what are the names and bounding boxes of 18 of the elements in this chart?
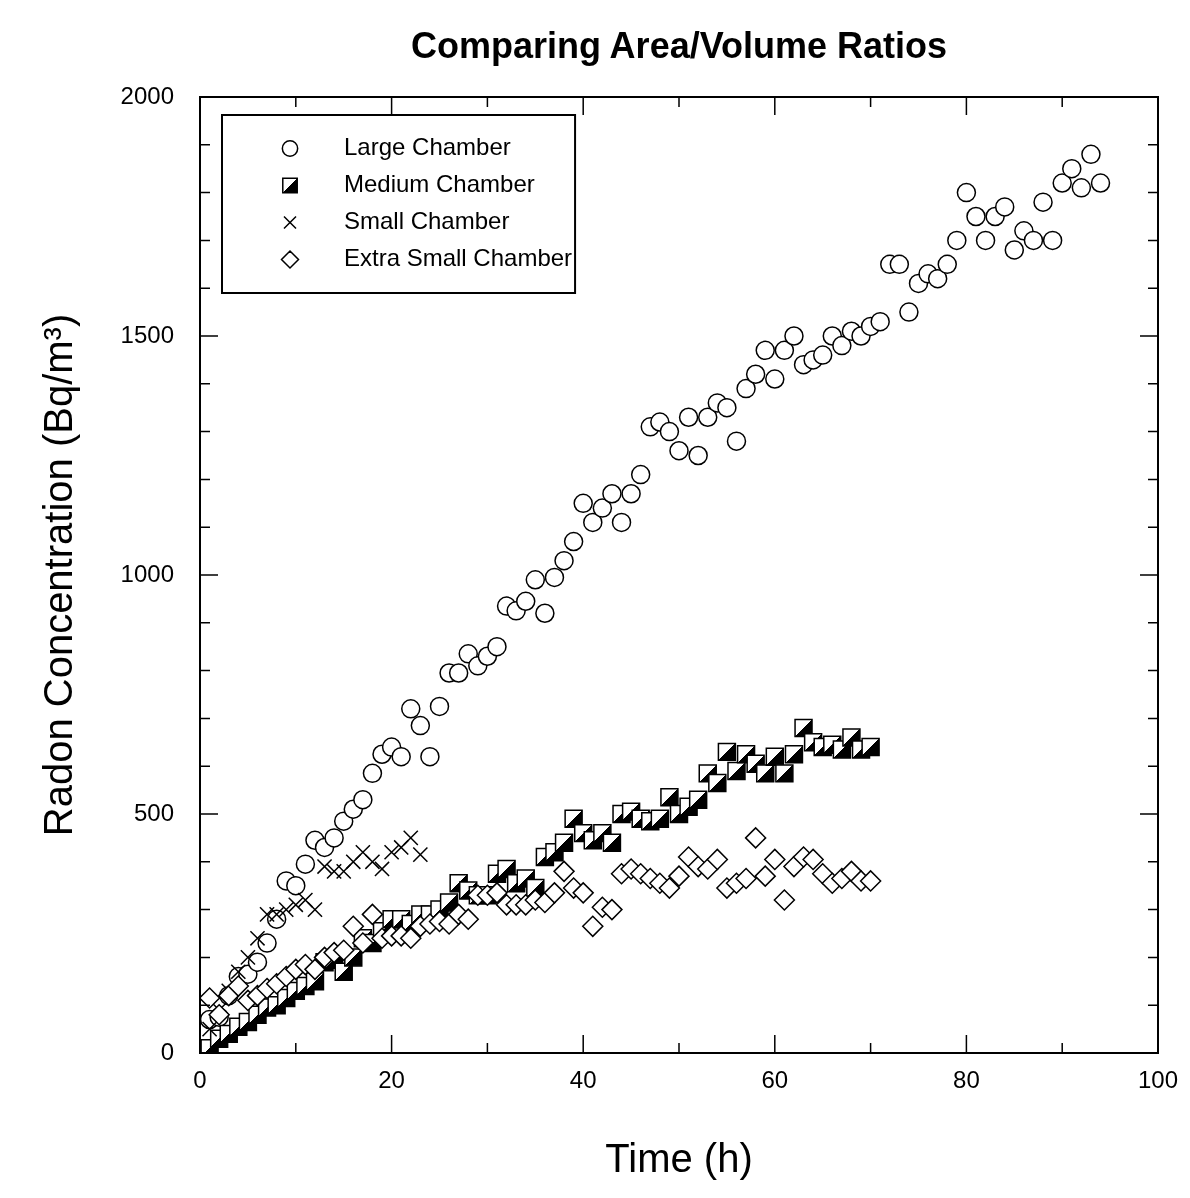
legend-label: Extra Small Chamber xyxy=(344,244,573,272)
x-tick-label: 80 xyxy=(953,1065,980,1093)
x-axis-title: Time (h) xyxy=(605,1136,753,1180)
x-tick-label: 100 xyxy=(1137,1065,1179,1093)
y-axis-title: Radon Concentration (Bq/m³) xyxy=(36,313,80,837)
legend-label: Large Chamber xyxy=(344,133,511,161)
x-tick-label: 20 xyxy=(378,1065,405,1093)
y-tick-label: 2000 xyxy=(120,81,174,109)
y-tick-label: 1500 xyxy=(120,320,174,348)
y-tick-label: 1000 xyxy=(120,559,174,587)
x-tick-label: 40 xyxy=(569,1065,597,1093)
legend-label: Medium Chamber xyxy=(344,170,535,198)
y-tick-label: 0 xyxy=(160,1037,174,1065)
y-tick-label: 500 xyxy=(133,798,174,826)
chart-title: Comparing Area/Volume Ratios xyxy=(410,25,948,66)
legend-label: Small Chamber xyxy=(344,207,510,235)
x-tick-label: 0 xyxy=(193,1065,207,1093)
x-tick-label: 60 xyxy=(761,1065,789,1093)
